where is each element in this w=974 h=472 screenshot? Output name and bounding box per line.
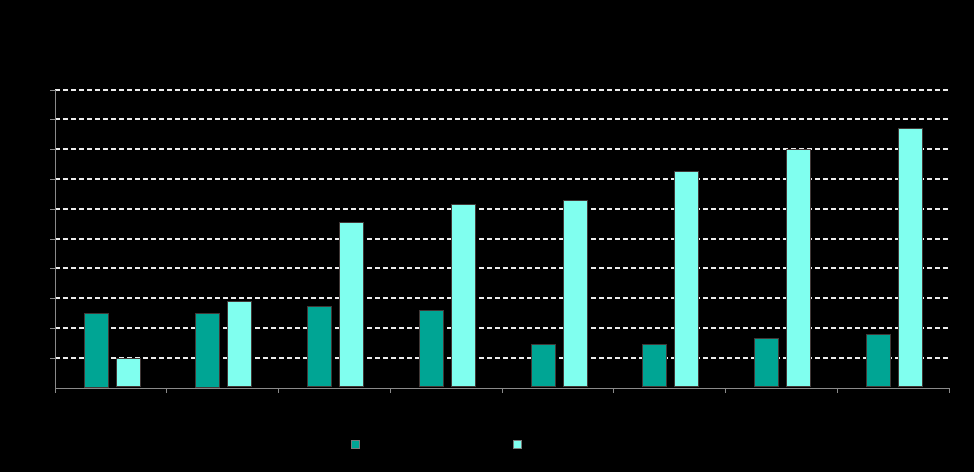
y-axis-tick <box>49 298 55 300</box>
bar-series-1-teal-cat7 <box>754 338 779 388</box>
bar-series-1-teal-cat3 <box>307 305 332 388</box>
gridline <box>54 118 949 121</box>
x-axis-tick <box>725 387 726 393</box>
bar-series-1-teal-cat2 <box>195 313 221 388</box>
y-axis-tick <box>49 238 55 240</box>
bar-series-1-teal-cat8 <box>865 333 891 388</box>
x-axis-tick <box>501 387 503 393</box>
bar-series-2-light-cyan-cat8 <box>897 128 923 388</box>
bar-series-2-light-cyan-cat7 <box>786 149 811 388</box>
y-axis-tick <box>49 327 55 329</box>
y-axis-tick <box>49 119 55 121</box>
bar-series-2-light-cyan-cat3 <box>339 222 364 388</box>
x-axis-tick <box>613 387 615 393</box>
x-axis-tick <box>836 387 838 393</box>
bar-series-2-light-cyan-cat2 <box>227 301 253 388</box>
gridline <box>54 88 949 91</box>
y-axis-tick <box>49 357 55 359</box>
gridline <box>54 148 949 151</box>
bar-series-2-light-cyan-cat5 <box>562 199 588 388</box>
gridline <box>54 267 949 270</box>
y-axis-tick <box>49 149 55 151</box>
y-axis-tick <box>49 268 55 270</box>
x-axis-tick <box>278 387 279 393</box>
gridline <box>54 237 949 240</box>
x-axis-tick <box>389 387 391 393</box>
y-axis-tick <box>49 208 55 210</box>
x-axis-tick <box>948 387 950 393</box>
legend-swatch-series-2-light-cyan <box>513 440 522 449</box>
gridline <box>54 207 949 210</box>
bar-series-1-teal-cat6 <box>642 344 668 388</box>
gridline <box>54 356 949 359</box>
bar-series-2-light-cyan-cat6 <box>674 171 700 388</box>
gridline <box>54 326 949 329</box>
y-axis-tick <box>49 178 55 180</box>
y-axis-tick <box>49 89 55 91</box>
bar-series-1-teal-cat1 <box>83 313 109 388</box>
bar-series-1-teal-cat4 <box>418 310 444 388</box>
x-axis-tick <box>166 387 168 393</box>
y-axis <box>54 89 56 388</box>
legend-swatch-series-1-teal <box>351 440 360 449</box>
x-axis-tick <box>54 387 56 393</box>
bar-series-2-light-cyan-cat4 <box>450 204 476 388</box>
gridline <box>54 297 949 300</box>
gridline <box>54 177 949 180</box>
bar-series-1-teal-cat5 <box>530 344 556 388</box>
bar-series-2-light-cyan-cat1 <box>115 357 141 388</box>
